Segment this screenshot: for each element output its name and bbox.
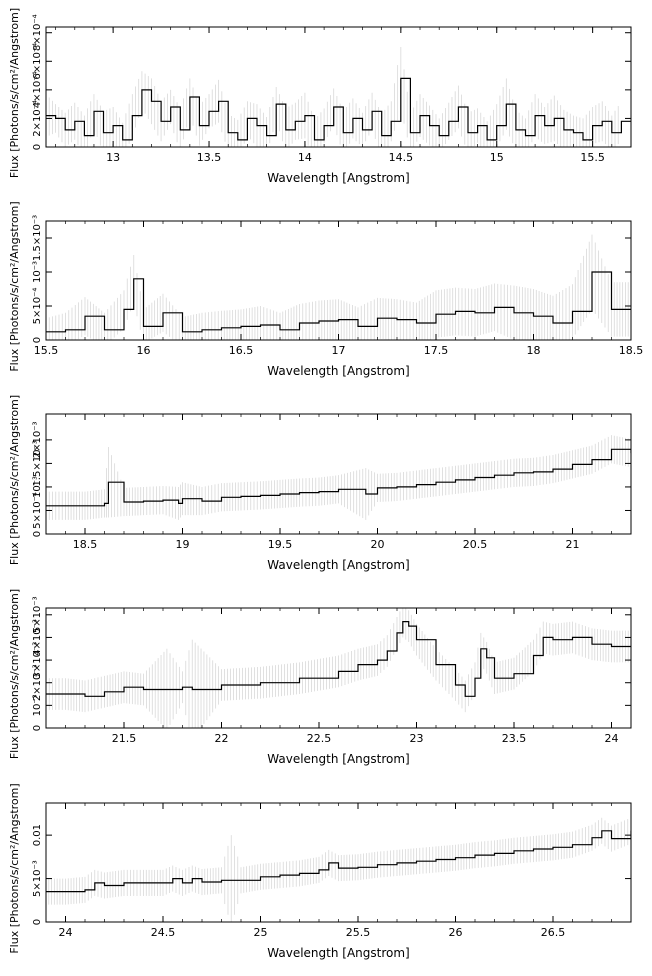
y-tick-label: 8×10⁻⁴ — [32, 14, 43, 51]
error-bars — [46, 435, 629, 520]
x-tick-label: 13 — [106, 151, 120, 164]
y-tick-label: 0 — [32, 531, 43, 537]
x-tick-label: 18.5 — [73, 538, 98, 551]
y-tick-label: 0 — [32, 725, 43, 731]
y-tick-label: 10⁻³ — [32, 694, 43, 716]
x-tick-label: 22.5 — [307, 732, 332, 745]
x-tick-label: 15 — [490, 151, 504, 164]
x-tick-label: 24 — [605, 732, 619, 745]
x-tick-label: 19.5 — [268, 538, 293, 551]
x-tick-label: 20 — [371, 538, 385, 551]
panel-4: 21.5 22 22.5 23 23.5 24 0 10⁻³2×10⁻³3×10⁻³4×10⁻… — [8, 589, 632, 766]
y-tick-label: 4×10⁻³ — [32, 619, 43, 656]
y-axis-label: Flux [Photons/s/cm²/Angstrom] — [8, 395, 21, 565]
y-tick-label: 5×10⁻³ — [32, 860, 43, 897]
x-tick-label: 17.5 — [424, 344, 449, 357]
data-step-line — [46, 271, 631, 333]
x-tick-label: 25.5 — [346, 926, 371, 939]
plot-area — [46, 234, 631, 340]
plot-area — [46, 435, 631, 520]
x-axis-label: Wavelength [Angstrom] — [267, 752, 409, 766]
y-axis-label: Flux [Photons/s/cm²/Angstrom] — [8, 589, 21, 759]
x-tick-label: 23.5 — [502, 732, 527, 745]
data-step-line — [46, 830, 631, 893]
y-axis-label: Flux [Photons/s/cm²/Angstrom] — [8, 8, 21, 178]
x-axis-label: Wavelength [Angstrom] — [267, 171, 409, 185]
y-tick-label: 4×10⁻⁴ — [32, 71, 43, 108]
y-tick-label: 10⁻³ — [32, 261, 43, 283]
x-tick-label: 25 — [254, 926, 268, 939]
x-tick-label: 18 — [527, 344, 541, 357]
x-tick-label: 20.5 — [463, 538, 488, 551]
data-step-line — [46, 621, 631, 697]
y-tick-label: 1.5×10⁻³ — [32, 440, 43, 486]
x-tick-label: 22 — [215, 732, 229, 745]
error-bars — [46, 817, 629, 922]
x-tick-label: 16 — [137, 344, 151, 357]
y-tick-label: 2×10⁻³ — [32, 421, 43, 458]
x-tick-label: 18.5 — [619, 344, 644, 357]
panel-5: 24 24.5 25 25.5 26 26.5 0 5×10⁻³ 0.01 Wavelength … — [8, 783, 632, 960]
x-tick-label: 14.5 — [389, 151, 414, 164]
x-tick-label: 23 — [410, 732, 424, 745]
plot-frame — [45, 26, 632, 148]
y-tick-label: 0 — [32, 144, 43, 150]
y-tick-label: 0 — [32, 919, 43, 925]
panel-1: 13 13.5 14 14.5 15 15.5 0 2×10⁻⁴4×10⁻⁴6×10⁻⁴8×1… — [8, 8, 632, 185]
x-axis-label: Wavelength [Angstrom] — [267, 558, 409, 572]
y-tick-label: 2×10⁻³ — [32, 664, 43, 701]
y-tick-label: 6×10⁻⁴ — [32, 43, 43, 80]
y-tick-label: 3×10⁻³ — [32, 642, 43, 679]
x-tick-label: 15.5 — [34, 344, 59, 357]
y-tick-label: 5×10⁻⁴ — [32, 492, 43, 529]
x-tick-label: 21.5 — [112, 732, 137, 745]
x-tick-label: 15.5 — [580, 151, 605, 164]
data-step-line — [46, 448, 631, 507]
x-tick-label: 21 — [566, 538, 580, 551]
x-tick-label: 13.5 — [197, 151, 222, 164]
x-tick-label: 17 — [332, 344, 346, 357]
y-tick-label: 10⁻³ — [32, 476, 43, 498]
y-tick-label: 2×10⁻⁴ — [32, 100, 43, 137]
error-bars — [46, 234, 629, 340]
plot-area — [46, 817, 631, 922]
x-tick-label: 26.5 — [541, 926, 566, 939]
x-tick-label: 16.5 — [229, 344, 254, 357]
x-tick-label: 24.5 — [151, 926, 176, 939]
error-bars — [46, 608, 629, 728]
x-tick-label: 24 — [59, 926, 73, 939]
plot-area — [46, 608, 631, 728]
x-tick-label: 14 — [298, 151, 312, 164]
y-axis-label: Flux [Photons/s/cm²/Angstrom] — [8, 201, 21, 371]
y-axis-label: Flux [Photons/s/cm²/Angstrom] — [8, 783, 21, 953]
x-axis-label: Wavelength [Angstrom] — [267, 946, 409, 960]
x-axis-label: Wavelength [Angstrom] — [267, 364, 409, 378]
y-tick-label: 5×10⁻⁴ — [32, 288, 43, 325]
panel-3: 18.5 19 19.5 20 20.5 21 0 5×10⁻⁴10⁻³1.5×10⁻³2×1… — [8, 395, 632, 572]
data-step-line — [46, 77, 631, 141]
y-tick-label: 0.01 — [32, 824, 43, 846]
plot-area — [46, 47, 631, 147]
x-tick-label: 26 — [449, 926, 463, 939]
x-tick-label: 19 — [176, 538, 190, 551]
y-tick-label: 5×10⁻³ — [32, 596, 43, 633]
y-tick-label: 1.5×10⁻³ — [32, 215, 43, 261]
y-tick-label: 0 — [32, 337, 43, 343]
panel-2: 15.5 16 16.5 17 17.5 18 18.5 0 5×10⁻⁴ 10⁻³1.5×10⁻… — [8, 201, 643, 378]
